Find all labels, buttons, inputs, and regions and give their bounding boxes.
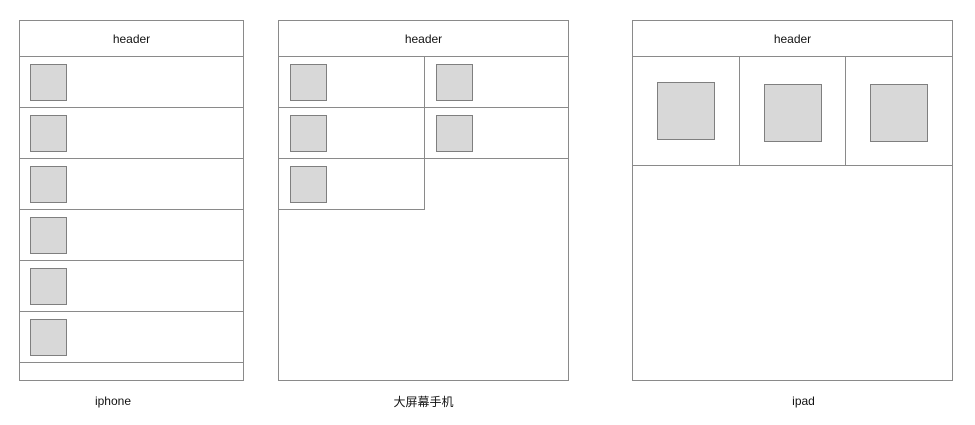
row-divider: [279, 158, 568, 159]
row-divider: [20, 209, 243, 210]
row-divider: [20, 362, 243, 363]
row-divider: [20, 107, 243, 108]
thumbnail-placeholder: [30, 319, 67, 356]
thumbnail-placeholder: [30, 166, 67, 203]
iphone-caption: iphone: [94, 394, 132, 408]
thumbnail-placeholder: [436, 64, 473, 101]
large-phone-caption: 大屏幕手机: [393, 395, 454, 409]
thumbnail-placeholder: [870, 84, 928, 142]
row-divider: [279, 209, 425, 210]
thumbnail-placeholder: [764, 84, 822, 142]
iphone-header: header: [20, 21, 243, 57]
ipad-frame: header: [632, 20, 953, 381]
row-divider: [279, 107, 568, 108]
thumbnail-placeholder: [290, 64, 327, 101]
thumbnail-placeholder: [436, 115, 473, 152]
column-divider: [845, 56, 846, 166]
large-phone-frame: header: [278, 20, 569, 381]
row-divider: [633, 165, 952, 166]
thumbnail-placeholder: [657, 82, 715, 140]
thumbnail-placeholder: [30, 217, 67, 254]
column-divider: [424, 56, 425, 210]
thumbnail-placeholder: [30, 64, 67, 101]
ipad-caption: ipad: [792, 394, 815, 408]
ipad-header: header: [633, 21, 952, 57]
large-phone-header: header: [279, 21, 568, 57]
iphone-frame: header: [19, 20, 244, 381]
thumbnail-placeholder: [30, 268, 67, 305]
row-divider: [20, 158, 243, 159]
thumbnail-placeholder: [290, 115, 327, 152]
thumbnail-placeholder: [30, 115, 67, 152]
row-divider: [20, 311, 243, 312]
thumbnail-placeholder: [290, 166, 327, 203]
column-divider: [739, 56, 740, 166]
row-divider: [20, 260, 243, 261]
